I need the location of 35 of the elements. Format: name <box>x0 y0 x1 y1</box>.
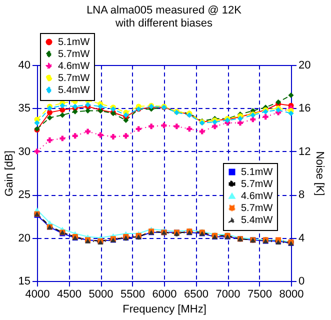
legend-label: 5.7mW <box>58 49 90 60</box>
y2-tick-label: 16 <box>298 102 311 115</box>
x-tick-label: 6500 <box>184 288 208 300</box>
y-axis-title: Gain [dB] <box>3 150 16 196</box>
x-tick-label: 7000 <box>216 288 240 300</box>
y2-tick-label: 12 <box>298 146 311 158</box>
x-tick-label: 6000 <box>152 288 177 300</box>
legend-label: 5.7mW <box>241 179 274 190</box>
x-axis-title: Frequency [MHz] <box>122 304 206 316</box>
y-tick-label: 30 <box>18 146 30 158</box>
x-tick-label: 4000 <box>25 288 50 300</box>
legend-label: 5.7mW <box>241 203 274 214</box>
y-tick-label: 15 <box>18 276 30 288</box>
legend-label: 5.4mW <box>241 215 274 226</box>
legend-label: 4.6mW <box>241 191 274 202</box>
y-tick-label: 20 <box>18 232 30 244</box>
y-tick-label: 40 <box>18 60 30 72</box>
legend-label: 4.6mW <box>58 61 90 72</box>
y2-tick-label: 8 <box>298 189 305 202</box>
x-tick-label: 5000 <box>88 288 114 300</box>
y-tick-label: 25 <box>18 189 30 202</box>
x-tick-label: 5500 <box>120 288 145 300</box>
y2-tick-label: 4 <box>298 232 305 244</box>
x-tick-label: 4500 <box>57 288 82 300</box>
y2-axis-title: Noise [K] <box>314 151 326 196</box>
x-tick-label: 8000 <box>279 288 304 300</box>
x-tick-label: 7500 <box>248 288 272 300</box>
y-tick-label: 35 <box>18 102 30 115</box>
legend-label: 5.7mW <box>58 73 90 84</box>
chart-title: LNA alma005 measured @ 12K with different biases <box>86 4 242 30</box>
legend-label: 5.1mW <box>58 37 90 48</box>
y2-tick-label: 20 <box>298 60 311 72</box>
legend-label: 5.4mW <box>58 85 90 96</box>
y2-tick-label: 0 <box>298 276 305 288</box>
legend-label: 5.1mW <box>241 167 274 178</box>
